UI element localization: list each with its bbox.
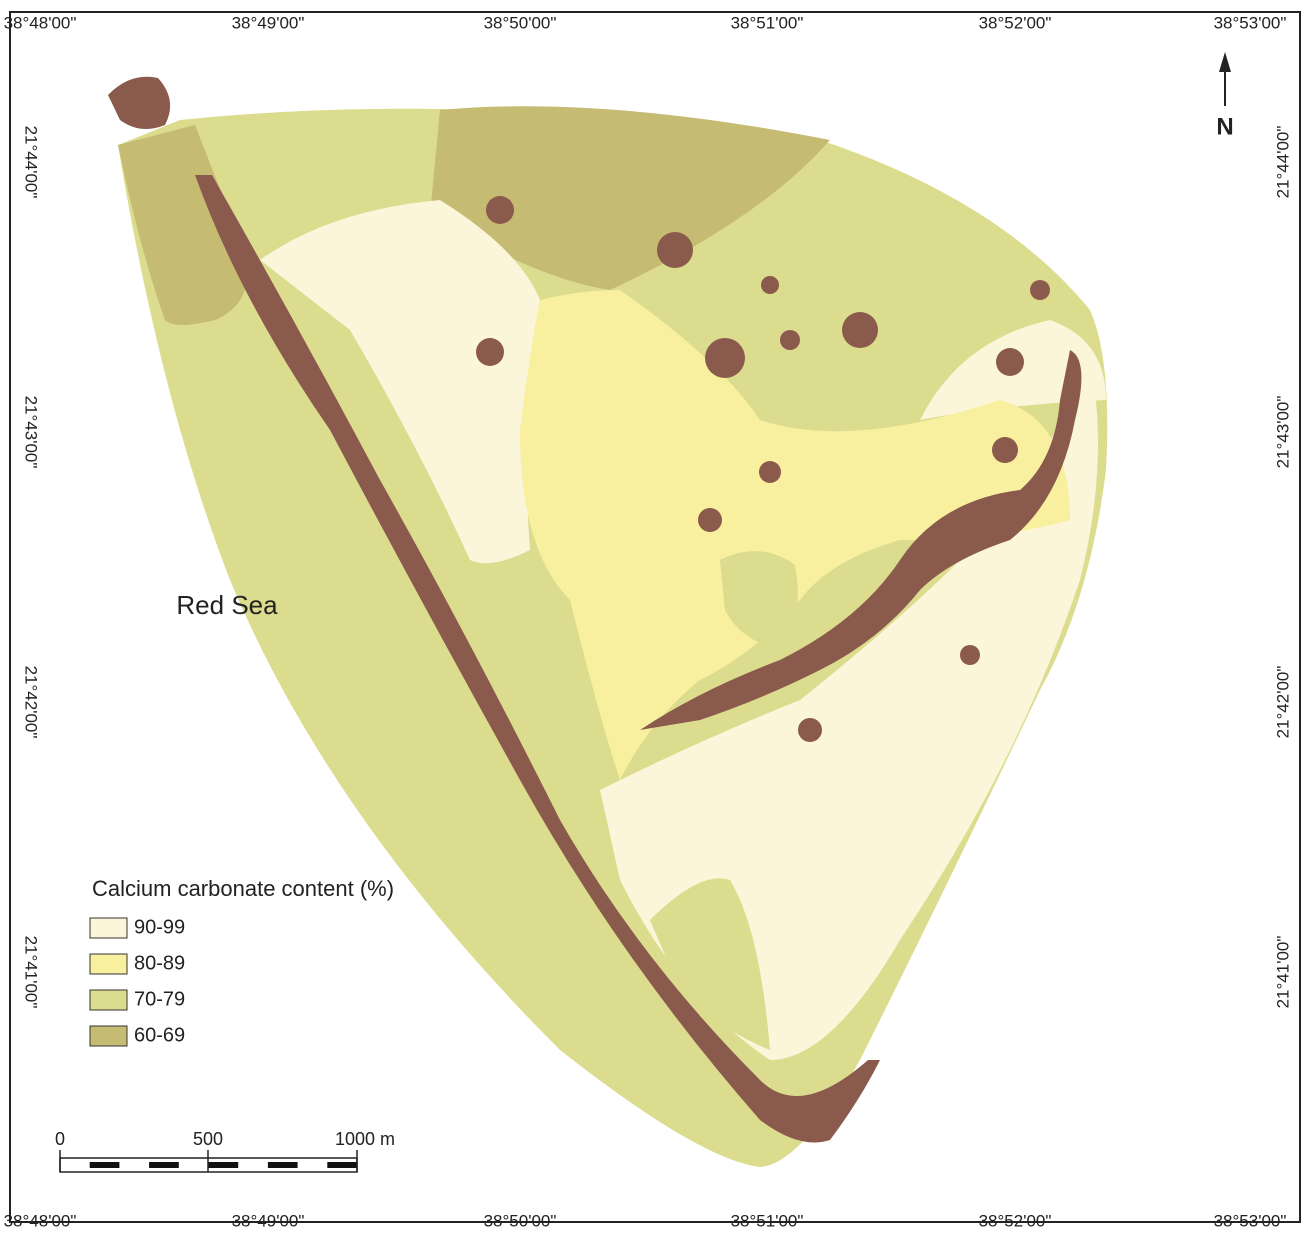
bottom-coord-label: 38°52'00" — [979, 1211, 1052, 1230]
top-coord-label: 38°48'00" — [4, 13, 77, 32]
islet — [476, 338, 504, 366]
right-coord-label: 21°42'00" — [1273, 666, 1292, 739]
sea-label: Red Sea — [176, 590, 278, 620]
scale-segment — [209, 1162, 239, 1168]
north-label: N — [1216, 113, 1233, 140]
legend-label: 70-79 — [134, 988, 185, 1010]
islet — [798, 718, 822, 742]
right-coord-label: 21°41'00" — [1273, 936, 1292, 1009]
scale-label: 500 — [193, 1129, 223, 1149]
scale-segment — [327, 1162, 357, 1168]
islet — [698, 508, 722, 532]
scale-segment — [149, 1162, 179, 1168]
left-coord-label: 21°41'00" — [22, 936, 41, 1009]
scale-label: 0 — [55, 1129, 65, 1149]
left-coord-label: 21°44'00" — [22, 126, 41, 199]
left-coord-label: 21°42'00" — [22, 666, 41, 739]
legend-swatch — [90, 918, 127, 938]
bottom-coord-label: 38°48'00" — [4, 1211, 77, 1230]
legend-swatch — [90, 1026, 127, 1046]
top-coord-label: 38°51'00" — [731, 13, 804, 32]
legend-label: 90-99 — [134, 916, 185, 938]
islet — [996, 348, 1024, 376]
right-coord-label: 21°43'00" — [1273, 396, 1292, 469]
islet — [705, 338, 745, 378]
islet — [1030, 280, 1050, 300]
top-coord-label: 38°52'00" — [979, 13, 1052, 32]
legend-swatch — [90, 990, 127, 1010]
legend-title: Calcium carbonate content (%) — [92, 876, 394, 901]
bottom-coord-label: 38°49'00" — [232, 1211, 305, 1230]
legend-label: 80-89 — [134, 952, 185, 974]
legend-label: 60-69 — [134, 1024, 185, 1046]
scale-segment — [268, 1162, 298, 1168]
islet — [486, 196, 514, 224]
map: 38°48'00" 38°49'00" 38°50'00" 38°51'00" 38°5… — [0, 0, 1309, 1234]
top-coord-label: 38°49'00" — [232, 13, 305, 32]
scale-label: 1000 m — [335, 1129, 395, 1149]
legend-swatch — [90, 954, 127, 974]
bottom-coord-label: 38°53'00" — [1214, 1211, 1287, 1230]
top-coord-label: 38°53'00" — [1214, 13, 1287, 32]
islet — [761, 276, 779, 294]
islet — [992, 437, 1018, 463]
top-coord-label: 38°50'00" — [484, 13, 557, 32]
bottom-coord-label: 38°51'00" — [731, 1211, 804, 1230]
islet — [780, 330, 800, 350]
right-coord-label: 21°44'00" — [1273, 126, 1292, 199]
scale-segment — [90, 1162, 120, 1168]
islet — [657, 232, 693, 268]
islet — [960, 645, 980, 665]
left-coord-label: 21°43'00" — [22, 396, 41, 469]
islet — [759, 461, 781, 483]
islet — [842, 312, 878, 348]
bottom-coord-label: 38°50'00" — [484, 1211, 557, 1230]
